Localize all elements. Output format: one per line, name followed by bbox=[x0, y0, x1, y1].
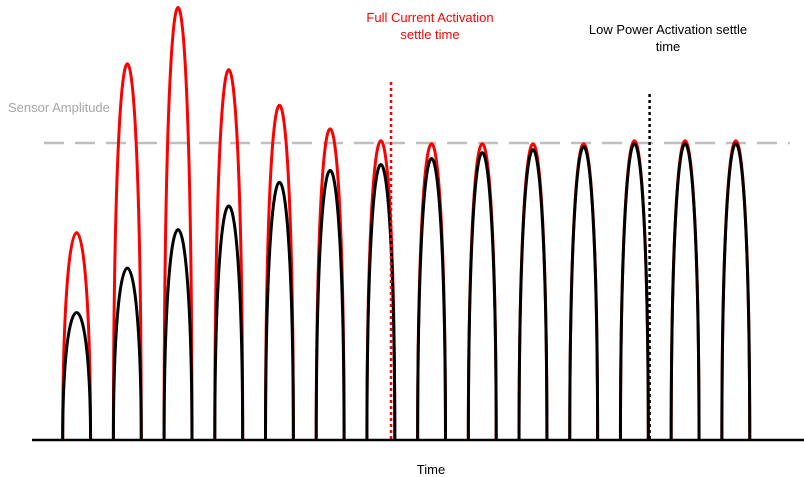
pulse-0-2 bbox=[162, 6, 194, 441]
pulse-1-5 bbox=[314, 168, 346, 441]
pulse-0-5 bbox=[314, 127, 346, 441]
pulse-series bbox=[61, 6, 752, 441]
x-axis-label: Time bbox=[417, 462, 445, 477]
pulse-1-12 bbox=[669, 142, 701, 441]
marker-label-1-1: time bbox=[656, 39, 681, 54]
settle-time-markers: Full Current Activation settle time Low Po… bbox=[366, 10, 747, 440]
pulse-1-1 bbox=[111, 266, 143, 441]
series-1 bbox=[61, 142, 752, 441]
pulse-0-7 bbox=[416, 142, 448, 441]
sensor-amplitude-label: Sensor Amplitude bbox=[8, 100, 110, 115]
pulse-0-11 bbox=[618, 139, 650, 441]
pulse-0-9 bbox=[517, 142, 549, 441]
pulse-0-13 bbox=[720, 139, 752, 441]
marker-label-0-1: settle time bbox=[400, 27, 459, 42]
pulse-1-3 bbox=[213, 204, 245, 441]
pulse-1-11 bbox=[618, 142, 650, 441]
pulse-0-12 bbox=[669, 139, 701, 441]
pulse-1-0 bbox=[61, 311, 93, 441]
pulse-0-10 bbox=[568, 142, 600, 441]
marker-label-1-0: Low Power Activation settle bbox=[589, 22, 747, 37]
pulse-1-8 bbox=[466, 151, 498, 441]
pulse-1-7 bbox=[416, 157, 448, 441]
pulse-0-1 bbox=[111, 62, 143, 441]
pulse-0-3 bbox=[213, 68, 245, 441]
pulse-1-2 bbox=[162, 228, 194, 441]
pulse-0-0 bbox=[61, 231, 93, 441]
pulse-1-9 bbox=[517, 148, 549, 441]
pulse-0-8 bbox=[466, 142, 498, 441]
pulse-1-4 bbox=[264, 181, 295, 441]
pulse-1-10 bbox=[568, 145, 600, 441]
marker-label-0-0: Full Current Activation bbox=[366, 10, 493, 25]
pulse-1-6 bbox=[365, 162, 397, 441]
pulse-1-13 bbox=[720, 142, 752, 441]
